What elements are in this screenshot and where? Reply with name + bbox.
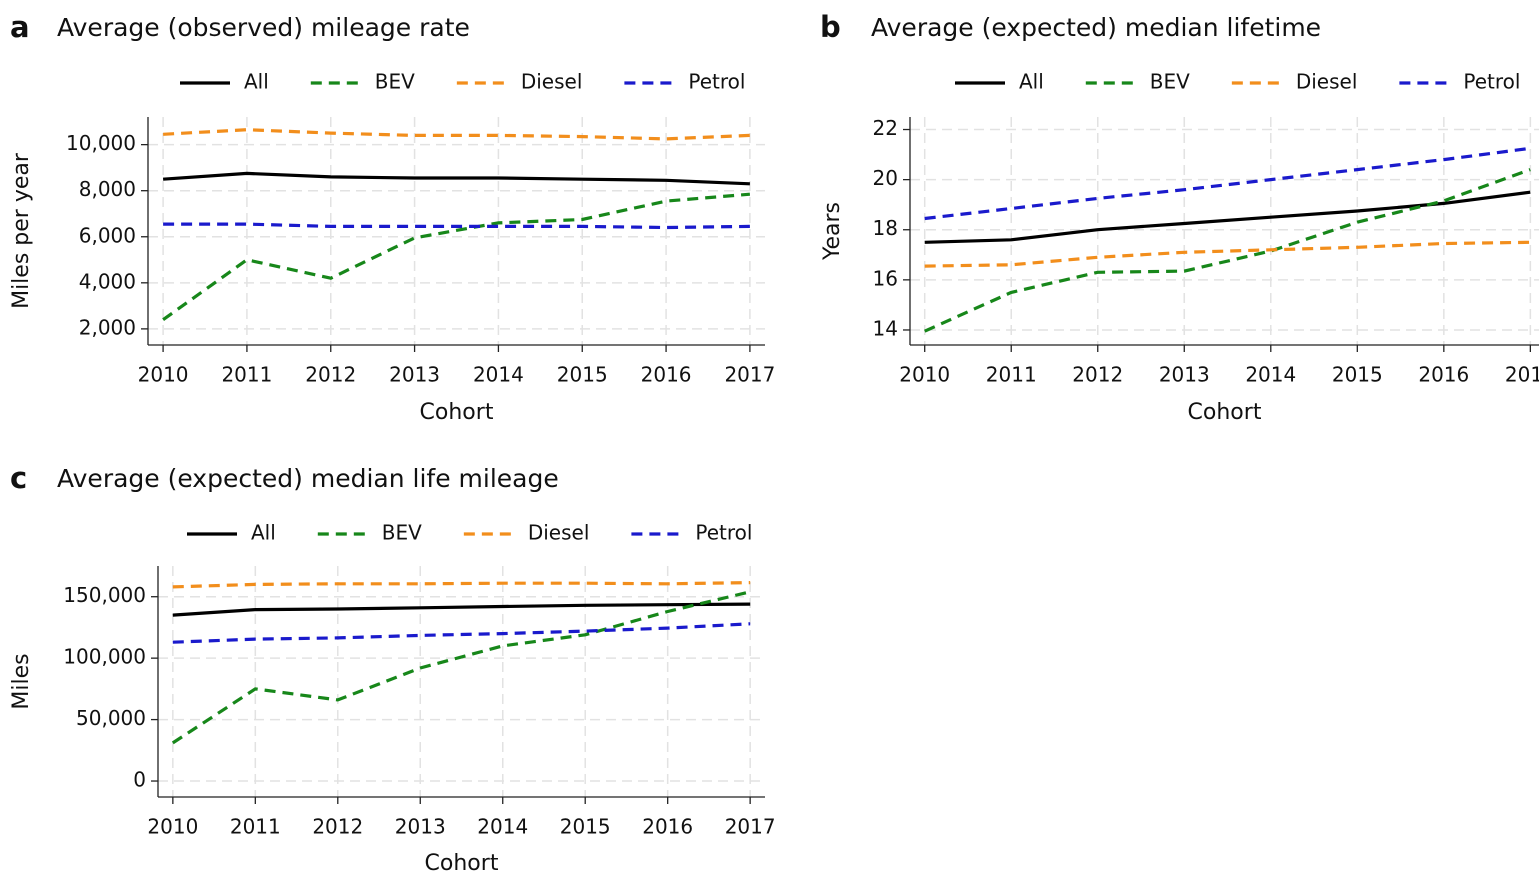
x-tick-label: 2017 (1505, 363, 1539, 387)
y-tick-label: 6,000 (79, 223, 136, 247)
y-axis-label: Miles per year (9, 152, 34, 309)
legend-label: Petrol (695, 521, 752, 545)
panel-label: b (820, 10, 841, 44)
legend-label: All (1019, 70, 1044, 94)
x-tick-label: 2011 (986, 363, 1037, 387)
x-tick-label: 2017 (724, 363, 775, 387)
y-tick-label: 16 (873, 266, 898, 290)
y-tick-label: 18 (873, 216, 898, 240)
legend-label: Diesel (528, 521, 590, 545)
panel-label: c (10, 461, 27, 495)
legend-label: BEV (382, 521, 422, 545)
series-line (172, 602, 751, 617)
legend-label: Diesel (1296, 70, 1358, 94)
legend-label: Petrol (1463, 70, 1520, 94)
x-tick-label: 2012 (305, 363, 356, 387)
x-tick-label: 2011 (230, 815, 281, 839)
x-tick-label: 2013 (389, 363, 440, 387)
y-tick-label: 4,000 (79, 269, 136, 293)
y-tick-label: 20 (873, 166, 898, 190)
y-tick-label: 2,000 (79, 315, 136, 339)
x-tick-label: 2013 (395, 815, 446, 839)
x-tick-label: 2011 (221, 363, 272, 387)
y-tick-label: 8,000 (79, 177, 136, 201)
x-tick-label: 2015 (560, 815, 611, 839)
legend-label: BEV (1150, 70, 1190, 94)
x-axis-label: Cohort (425, 851, 499, 876)
x-tick-label: 2013 (1159, 363, 1210, 387)
series-line (172, 622, 751, 644)
series-line (163, 222, 750, 230)
y-tick-label: 0 (133, 768, 146, 792)
x-tick-label: 2016 (641, 363, 692, 387)
x-tick-label: 2012 (312, 815, 363, 839)
legend-label: BEV (375, 70, 415, 94)
y-tick-label: 22 (873, 116, 898, 140)
legend-label: Diesel (521, 70, 583, 94)
panel-label: a (10, 10, 30, 44)
y-axis-label: Years (820, 202, 845, 261)
x-tick-label: 2016 (642, 815, 693, 839)
series-line (171, 590, 751, 745)
series-line (162, 192, 751, 322)
x-tick-label: 2010 (138, 363, 189, 387)
y-axis-label: Miles (9, 653, 34, 709)
y-tick-label: 50,000 (76, 706, 146, 730)
x-tick-label: 2014 (1245, 363, 1296, 387)
x-axis-label: Cohort (420, 400, 494, 425)
legend-label: All (251, 521, 276, 545)
x-tick-label: 2014 (473, 363, 524, 387)
y-tick-label: 14 (873, 316, 898, 340)
series-line (172, 581, 751, 589)
y-tick-label: 10,000 (66, 131, 136, 155)
y-tick-label: 150,000 (63, 583, 146, 607)
x-tick-label: 2015 (557, 363, 608, 387)
chart-title: Average (observed) mileage rate (57, 13, 470, 42)
x-tick-label: 2014 (477, 815, 528, 839)
chart-title: Average (expected) median life mileage (57, 464, 559, 493)
x-tick-label: 2017 (725, 815, 776, 839)
legend-label: All (244, 70, 269, 94)
series-line (163, 128, 750, 141)
x-tick-label: 2010 (899, 363, 950, 387)
series-line (924, 190, 1531, 244)
x-tick-label: 2015 (1332, 363, 1383, 387)
y-tick-label: 100,000 (63, 645, 146, 669)
legend-label: Petrol (688, 70, 745, 94)
series-line (924, 240, 1531, 268)
series-line (924, 168, 1531, 333)
series-line (924, 146, 1531, 221)
x-tick-label: 2010 (147, 815, 198, 839)
x-tick-label: 2016 (1418, 363, 1469, 387)
x-axis-label: Cohort (1188, 400, 1262, 425)
x-tick-label: 2012 (1072, 363, 1123, 387)
chart-title: Average (expected) median lifetime (871, 13, 1321, 42)
series-line (162, 171, 750, 186)
